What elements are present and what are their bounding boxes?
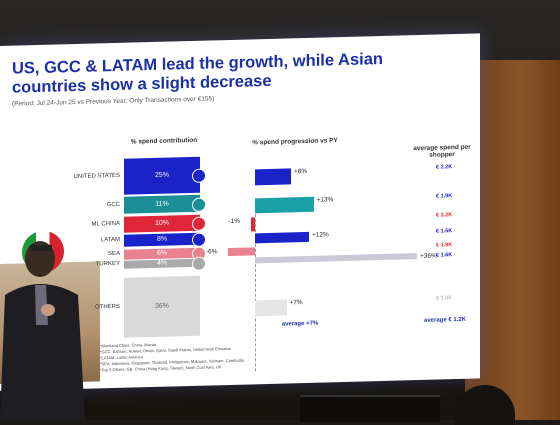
average-progress-note: average +7% (281, 320, 319, 328)
country-label: ML CHINA (91, 220, 120, 228)
spend-share-box: 36% (124, 275, 200, 338)
avg-spend-value: € 1.6K (436, 252, 453, 259)
growth-bar (228, 247, 255, 257)
spend-share-box: 10% (124, 214, 200, 233)
avg-spend-value: € 1.9K (436, 242, 453, 249)
growth-label: -6% (206, 248, 218, 256)
average-spend-note: average € 1.2K (423, 316, 467, 324)
region-flag-icon (192, 232, 206, 247)
region-flag-icon (192, 256, 206, 271)
region-flag-icon (192, 216, 206, 231)
avg-spend-value: € 3.2K (436, 212, 453, 219)
country-label: GCC (106, 201, 120, 208)
growth-bar (250, 217, 255, 232)
growth-bar (255, 299, 287, 317)
growth-bar (255, 168, 291, 186)
growth-label: -1% (228, 217, 241, 226)
footnotes: *Mainland China: China, Macau *GCC: Bahra… (100, 340, 244, 374)
avg-spend-value: € 1.5K (436, 228, 453, 235)
col-avg-header: average spend per shopper (413, 143, 471, 159)
avg-spend-value: € 2.2K (436, 164, 453, 171)
growth-label: +8% (294, 167, 308, 176)
country-label: UNITED STATES (73, 172, 120, 181)
zero-axis (255, 199, 257, 372)
wooden-wall-panel (465, 60, 560, 420)
growth-label: +13% (316, 195, 334, 204)
col-spend-header: % spend contribution (130, 136, 198, 146)
growth-bar (255, 253, 417, 264)
growth-label: +7% (289, 299, 303, 307)
growth-bar (255, 231, 309, 244)
growth-label: +36% (420, 252, 437, 261)
avg-spend-value: € 1.0K (436, 295, 453, 302)
spend-share-box: 11% (124, 194, 200, 214)
region-flag-icon (192, 168, 206, 183)
presenter-silhouette (0, 241, 85, 420)
spend-share-box: 8% (124, 232, 200, 247)
growth-label: +12% (312, 231, 329, 239)
avg-spend-value: € 1.9K (436, 192, 453, 200)
spend-share-box: 25% (124, 156, 200, 195)
slide-title: US, GCC & LATAM lead the growth, while A… (12, 49, 383, 97)
spend-share-box: 4% (124, 258, 200, 269)
growth-bar (255, 196, 314, 213)
spend-share-box: 6% (124, 247, 200, 260)
audience-head (455, 385, 515, 425)
slide-subtitle: (Period: Jul 24-Jun 25 vs Previous Year;… (12, 95, 215, 108)
col-progress-header: % spend progression vs PY (252, 137, 338, 147)
region-flag-icon (192, 197, 206, 212)
monitor-edge (300, 395, 440, 422)
